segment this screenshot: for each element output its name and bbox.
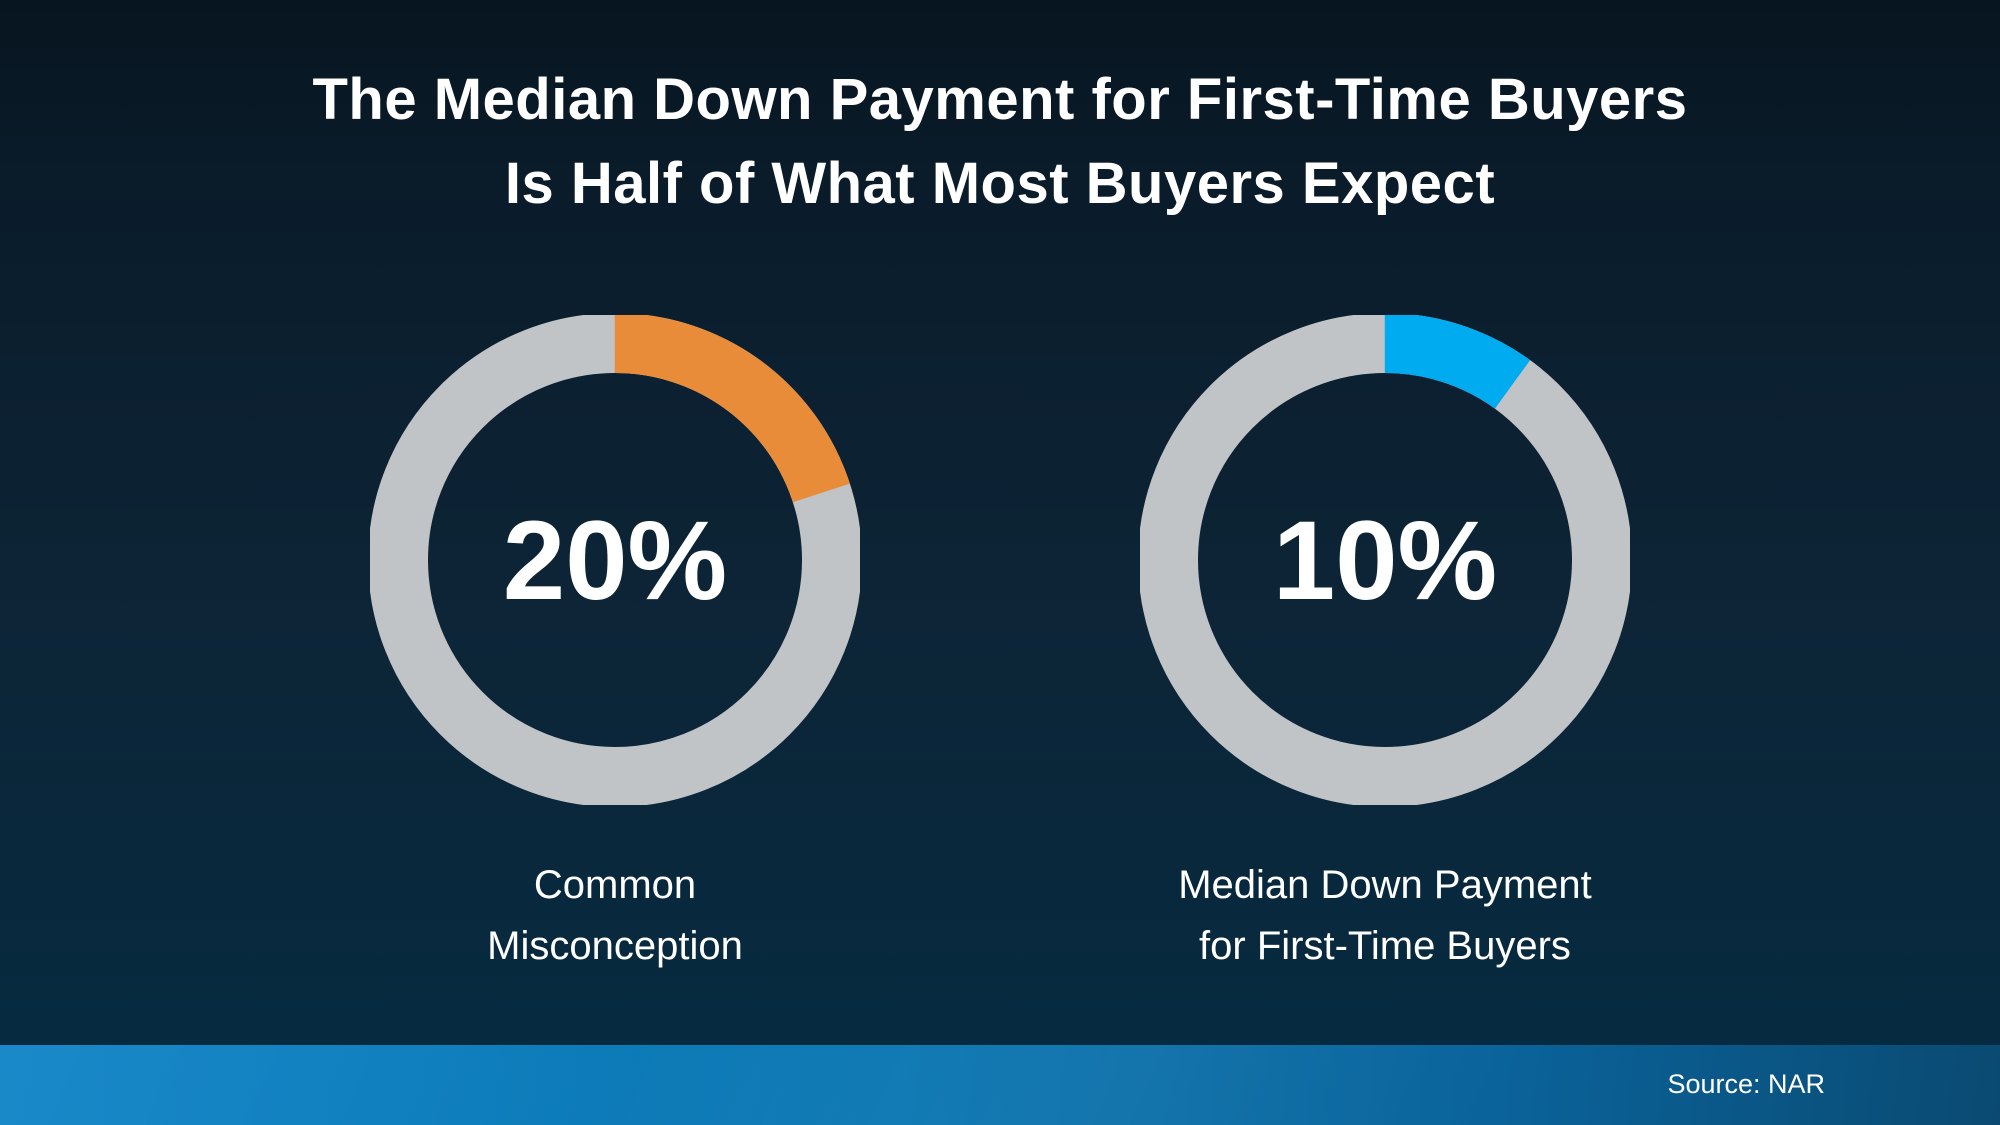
- donut-chart-common-misconception: 20% Common Misconception: [370, 315, 860, 977]
- donut-caption-left-line1: Common: [533, 863, 697, 907]
- donut-caption-left: Common Misconception: [487, 855, 743, 977]
- page-title-line2: Is Half of What Most Buyers Expect: [504, 151, 1496, 216]
- footer-bar: Source: NAR: [0, 1045, 2000, 1125]
- donut-ring-right: [1140, 315, 1630, 805]
- donut-ring-wrap: 10%: [1140, 315, 1630, 805]
- page-title: The Median Down Payment for First-Time B…: [0, 0, 2000, 226]
- source-attribution: Source: NAR: [1667, 1068, 1825, 1099]
- donut-center-value-right: 10%: [1272, 497, 1498, 623]
- donut-caption-right: Median Down Payment for First-Time Buyer…: [1178, 855, 1592, 977]
- page-title-line1: The Median Down Payment for First-Time B…: [312, 67, 1688, 132]
- donut-caption-left-line2: Misconception: [487, 924, 743, 968]
- donut-center-value-left: 20%: [502, 497, 728, 623]
- donut-caption-right-line2: for First-Time Buyers: [1199, 924, 1571, 968]
- donut-segment-arc: [1140, 315, 1630, 805]
- infographic: The Median Down Payment for First-Time B…: [0, 0, 2000, 977]
- donut-charts-row: 20% Common Misconception 10% Median Down…: [0, 315, 2000, 977]
- donut-caption-right-line1: Median Down Payment: [1178, 863, 1592, 907]
- donut-ring-wrap: 20%: [370, 315, 860, 805]
- donut-segment-arc: [370, 315, 860, 805]
- donut-chart-median-down-payment: 10% Median Down Payment for First-Time B…: [1140, 315, 1630, 977]
- donut-ring-left: [370, 315, 860, 805]
